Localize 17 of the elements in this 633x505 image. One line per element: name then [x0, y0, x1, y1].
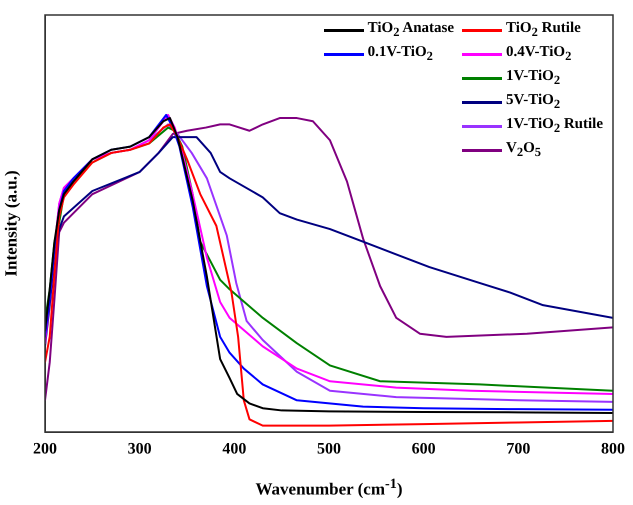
- x-tick-label: 300: [128, 440, 152, 458]
- y-axis-title: Intensity (a.u.): [2, 170, 21, 277]
- x-tick-label: 500: [317, 440, 341, 458]
- x-axis-title: Wavenumber (cm$^{-1}$): [254, 476, 404, 500]
- x-tick-label: 800: [601, 440, 625, 458]
- legend-label: TiO$_{2}$ Anatase: [368, 20, 454, 40]
- legend-label: 1V-TiO$_{2}$: [506, 68, 560, 88]
- legend-label: 0.4V-TiO$_{2}$: [506, 44, 572, 64]
- legend-label: V$_{2}$O$_{5}$: [506, 140, 542, 160]
- legend-label: 0.1V-TiO$_{2}$: [368, 44, 433, 64]
- x-tick-label: 200: [33, 440, 57, 458]
- x-tick-label: 600: [412, 440, 436, 458]
- legend-label: 1V-TiO$_{2}$ Rutile: [506, 116, 603, 136]
- x-tick-label: 700: [506, 440, 530, 458]
- legend-label: 5V-TiO$_{2}$: [506, 92, 560, 112]
- x-tick-label: 400: [222, 440, 246, 458]
- legend-label: TiO$_{2}$ Rutile: [506, 20, 581, 40]
